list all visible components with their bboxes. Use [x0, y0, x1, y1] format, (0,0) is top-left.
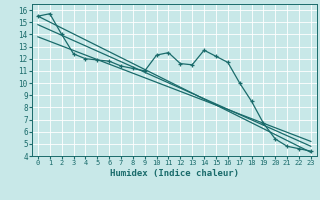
X-axis label: Humidex (Indice chaleur): Humidex (Indice chaleur): [110, 169, 239, 178]
